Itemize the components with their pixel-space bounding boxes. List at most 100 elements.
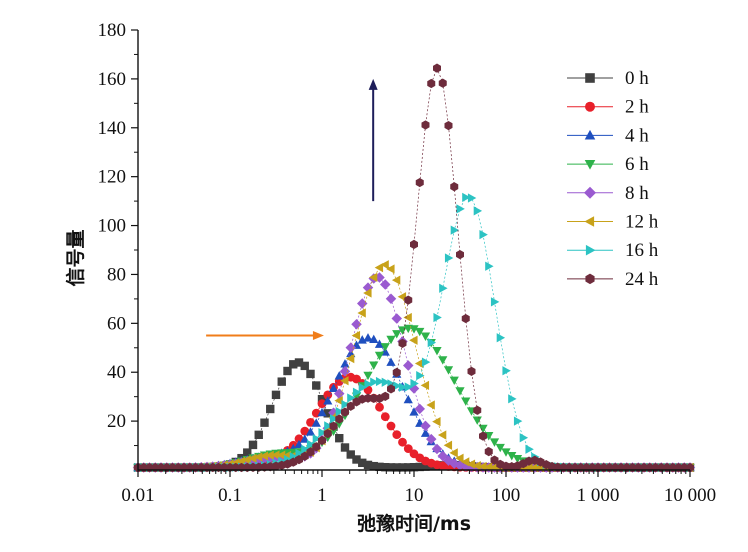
legend-marker [584,129,596,140]
legend-marker [584,216,595,227]
data-point [508,394,517,404]
x-axis-title: 弛豫时间/ms [357,512,471,535]
legend-marker [585,244,596,256]
data-point [363,288,372,298]
data-point [420,428,431,437]
data-point [295,448,304,458]
data-point [345,354,355,364]
data-point [386,335,396,345]
orange-arrow-head [312,331,324,341]
data-point [393,381,402,391]
y-tick-label: 20 [107,411,126,432]
data-point [431,443,443,455]
legend-entry: 24 h [567,269,659,290]
data-point [392,430,402,439]
data-point [374,262,384,273]
data-point [438,78,447,88]
data-point [380,260,389,270]
data-point [306,447,315,457]
data-point [426,400,435,410]
data-point [479,230,488,240]
data-point [236,456,246,467]
data-point [260,418,269,427]
legend-entry: 2 h [567,97,649,118]
data-point [404,382,414,392]
data-point [380,343,390,352]
data-point [462,192,471,203]
data-point [410,378,419,389]
data-point [403,360,414,371]
legend-label: 24 h [625,269,659,290]
legend-entry: 16 h [567,240,659,261]
data-point [351,330,361,341]
data-point [472,416,482,425]
data-point [450,182,459,192]
y-tick-label: 80 [107,264,126,285]
data-point [300,361,309,371]
data-point [374,339,385,348]
data-point [271,390,281,400]
y-tick-label: 40 [107,362,126,383]
annotations [206,78,378,341]
legend-label: 4 h [625,125,649,146]
data-point [461,397,471,406]
data-point [347,393,356,403]
legend-entry: 8 h [567,183,649,204]
data-point [432,347,442,356]
data-point [385,293,397,304]
x-tick-label: 10 [405,485,424,506]
legend-label: 0 h [625,68,649,89]
data-point [386,264,395,274]
data-point [467,193,477,203]
data-point [300,426,310,436]
data-point [472,460,481,471]
data-point [473,405,482,415]
data-point [421,357,431,367]
data-point [323,396,333,405]
data-point [519,433,529,443]
data-point [329,414,339,424]
x-tick-label: 0.01 [121,485,154,506]
data-point [335,406,345,417]
data-point [404,295,413,305]
legend-marker [585,101,595,112]
data-point [416,371,425,381]
data-point [415,177,424,188]
data-point [444,121,453,131]
data-point [276,450,286,460]
data-point [381,377,391,387]
data-point [334,395,343,406]
x-tick-label: 1 [317,485,327,506]
data-point [438,356,448,365]
data-point [403,312,412,323]
data-point [335,433,344,443]
series-8h [132,272,696,473]
data-point [420,380,430,391]
data-point [386,357,396,366]
data-point [323,429,332,439]
x-tick-label: 0.1 [218,485,242,506]
data-point [271,450,280,460]
x-tick-label: 1 000 [577,485,620,506]
y-tick-label: 140 [98,118,127,139]
legend-label: 2 h [625,97,649,118]
data-point [449,376,459,386]
data-point [427,338,437,348]
data-point [335,414,344,424]
data-point [334,420,344,429]
legend-marker [584,186,596,199]
data-point [324,421,333,431]
data-point [318,435,326,446]
data-point [444,253,454,263]
data-point [473,206,483,216]
data-point [317,399,327,409]
data-point [364,379,373,389]
data-point [375,402,384,412]
data-point [507,452,517,461]
data-point [433,63,441,73]
data-point [248,440,258,450]
data-point [403,444,413,453]
data-point [443,366,454,375]
series-line [138,327,690,468]
data-point [409,325,419,334]
